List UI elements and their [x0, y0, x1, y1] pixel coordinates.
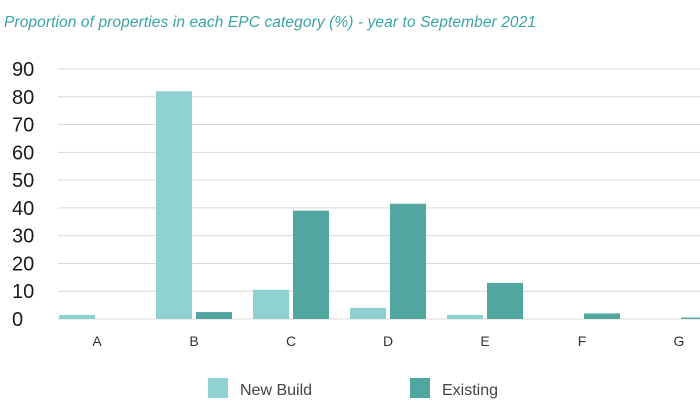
- legend: New Build Existing: [208, 378, 498, 399]
- legend-label: Existing: [442, 382, 498, 399]
- bar-existing-f: [584, 313, 620, 319]
- legend-swatch: [410, 378, 430, 398]
- x-tick-label: C: [286, 333, 296, 349]
- x-tick-label: F: [578, 333, 587, 349]
- y-tick-label: 0: [12, 309, 23, 331]
- x-tick-label: A: [92, 333, 102, 349]
- x-tick-label: B: [189, 333, 198, 349]
- x-tick-label: G: [674, 333, 685, 349]
- bar-new-build-b: [156, 91, 192, 319]
- y-tick-label: 50: [12, 170, 34, 192]
- y-tick-label: 10: [12, 281, 34, 303]
- bar-new-build-c: [253, 289, 289, 319]
- y-tick-label: 70: [12, 115, 34, 137]
- bar-new-build-e: [447, 314, 483, 319]
- gridlines: [58, 68, 700, 320]
- bar-existing-e: [487, 282, 523, 319]
- legend-label: New Build: [240, 382, 312, 399]
- legend-swatch: [208, 378, 228, 398]
- bar-existing-g: [681, 317, 700, 319]
- y-tick-label: 30: [12, 226, 34, 248]
- x-axis-labels: A B C D E F G: [92, 333, 684, 349]
- bar-existing-c: [293, 210, 329, 319]
- x-tick-label: E: [480, 333, 489, 349]
- y-tick-label: 40: [12, 198, 34, 220]
- bar-existing-b: [196, 312, 232, 319]
- y-tick-label: 20: [12, 253, 34, 275]
- y-tick-label: 60: [12, 142, 34, 164]
- bars: [59, 91, 700, 319]
- chart-title: Proportion of properties in each EPC cat…: [4, 14, 537, 31]
- y-tick-label: 80: [12, 87, 34, 109]
- y-axis-ticks: 0 10 20 30 40 50 60 70 80 90: [12, 59, 34, 331]
- bar-new-build-d: [350, 307, 386, 319]
- x-tick-label: D: [383, 333, 393, 349]
- y-tick-label: 90: [12, 59, 34, 81]
- bar-new-build-a: [59, 314, 95, 319]
- bar-existing-d: [390, 203, 426, 319]
